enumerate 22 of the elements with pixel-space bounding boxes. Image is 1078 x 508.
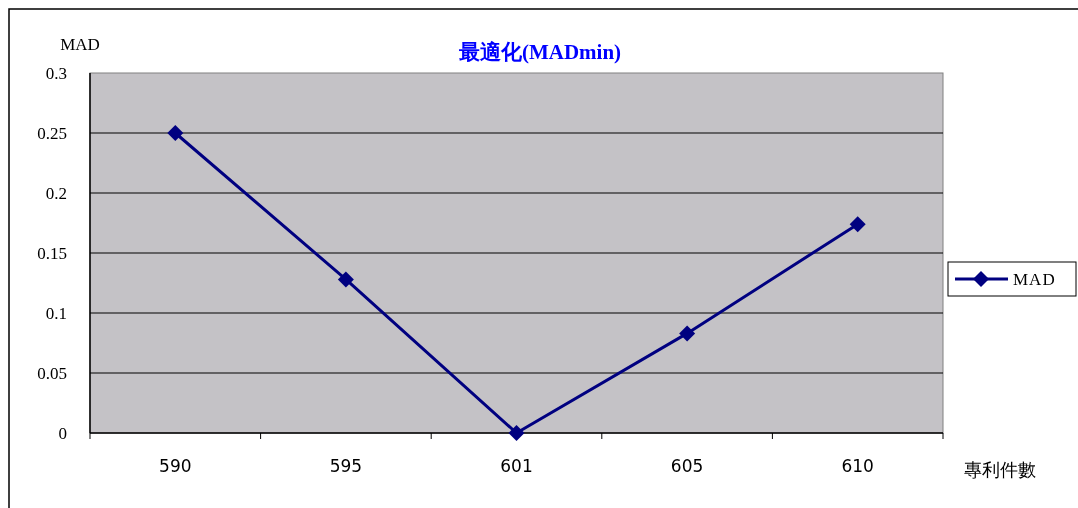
chart-title: 最適化(MADmin) bbox=[457, 40, 622, 64]
x-tick-label: 605 bbox=[670, 456, 704, 476]
y-tick-label: 0 bbox=[58, 424, 67, 443]
legend-label: MAD bbox=[1013, 270, 1056, 289]
y-tick-label: 0.05 bbox=[37, 364, 67, 383]
y-tick-label: 0.3 bbox=[45, 64, 67, 83]
legend: MAD bbox=[947, 261, 1077, 297]
y-axis-title: MAD bbox=[60, 35, 100, 54]
x-axis-title: 專利件數 bbox=[964, 459, 1036, 480]
point bbox=[508, 425, 525, 441]
y-tick-label: 0.15 bbox=[37, 244, 67, 263]
point bbox=[167, 125, 184, 141]
x-tick-label: 595 bbox=[329, 456, 363, 476]
y-tick-label: 0.1 bbox=[45, 304, 67, 323]
point bbox=[337, 271, 354, 288]
y-tick-label: 0.25 bbox=[37, 124, 67, 143]
point bbox=[849, 216, 866, 233]
y-tick-label: 0.2 bbox=[45, 184, 67, 203]
x-tick-label: 610 bbox=[841, 456, 874, 476]
point bbox=[679, 325, 696, 342]
x-tick-label: 601 bbox=[500, 456, 533, 476]
x-tick-label: 590 bbox=[159, 456, 192, 476]
